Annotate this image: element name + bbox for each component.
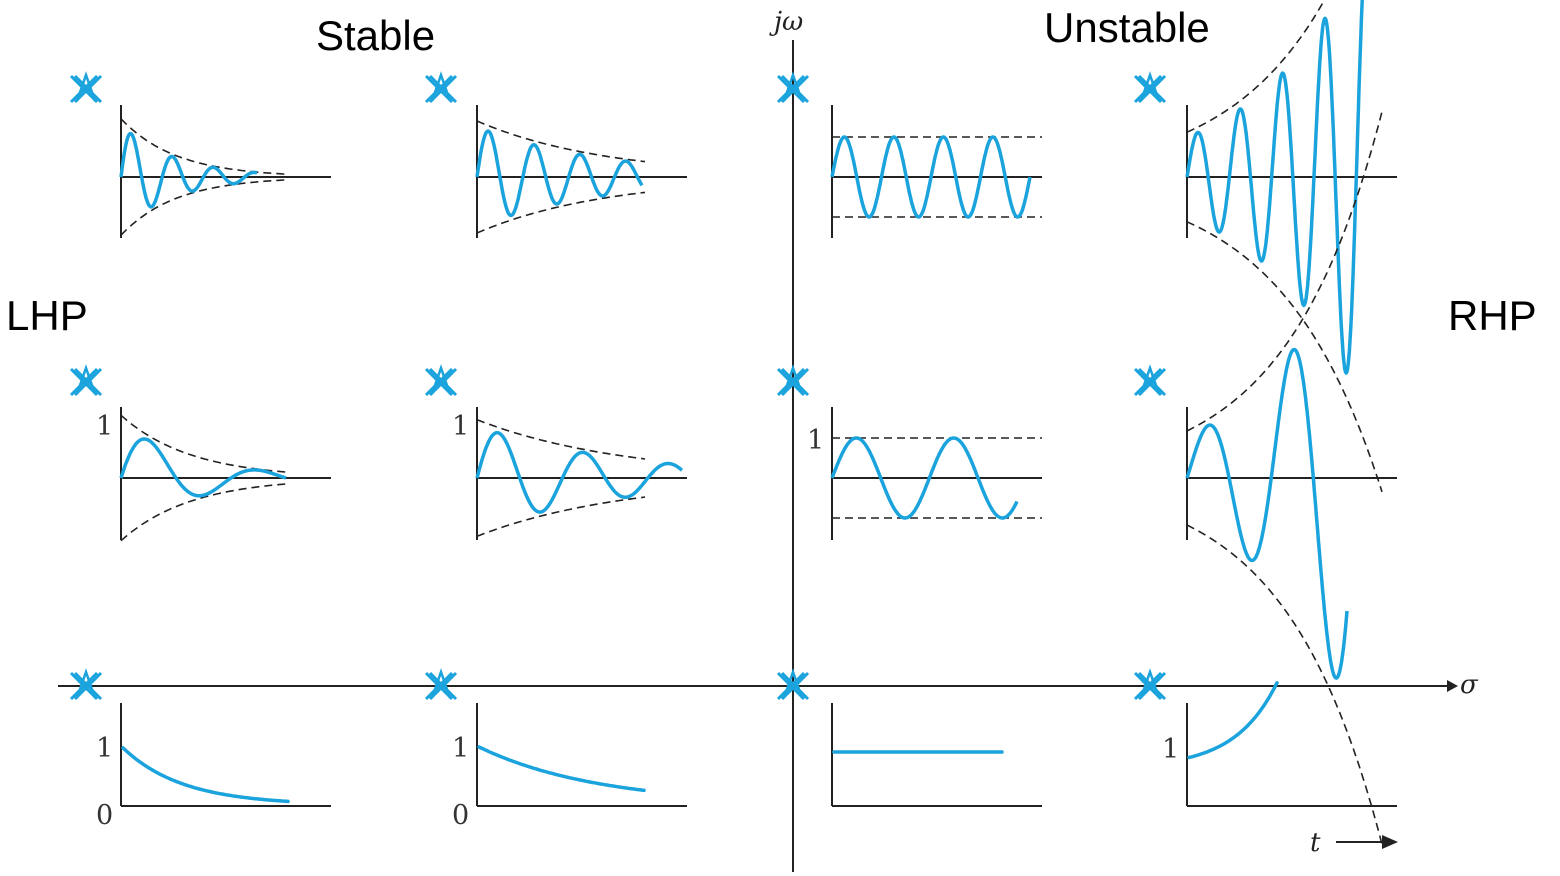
tick-label-1: 1: [1162, 734, 1179, 765]
tick-label-1: 1: [807, 425, 824, 456]
plot-high-frequency-rhp: [1185, 0, 1397, 493]
tick-label-0: 0: [452, 800, 469, 831]
pole-marker-2-0: [69, 668, 103, 701]
cross-x-icon: [1133, 74, 1163, 104]
cross-x-icon: [1133, 671, 1163, 701]
pole-marker-0-1: [424, 71, 458, 104]
response-curve: [830, 135, 1032, 219]
plot-high-frequency-imag-axis: [830, 105, 1042, 238]
lhp-label: LHP: [6, 292, 88, 339]
pole-marker-1-2: [776, 364, 810, 397]
envelope-upper: [120, 414, 290, 474]
complex-plane-axes: jω σ: [58, 7, 1479, 872]
cross-x-icon: [424, 367, 454, 397]
plot-low-frequency-rhp: [1185, 111, 1397, 845]
cross-x-icon: [782, 71, 804, 102]
pole-marker-0-2: [776, 71, 810, 104]
cross-x-icon: [75, 364, 97, 395]
pole-marker-2-2: [776, 668, 810, 701]
response-curve: [121, 746, 290, 804]
cross-x-icon: [69, 74, 99, 104]
response-curve: [1185, 0, 1364, 375]
cross-x-icon: [782, 668, 804, 699]
envelope-upper: [476, 419, 646, 460]
plot-real-axis-lhp-near: 10: [452, 703, 687, 831]
real-axis-arrowhead: [1447, 680, 1458, 692]
tick-label-0: 0: [96, 800, 113, 831]
envelope-upper: [1186, 0, 1326, 133]
envelope-upper: [120, 118, 290, 176]
envelope-lower: [1186, 524, 1383, 845]
cross-x-icon: [430, 71, 452, 102]
imaginary-axis-label: jω: [769, 7, 803, 37]
envelope-lower: [120, 178, 290, 236]
cross-x-icon: [1139, 71, 1161, 102]
real-axis-label: σ: [1460, 670, 1479, 700]
pole-marker-0-0: [69, 71, 103, 104]
pole-marker-2-3: [1133, 668, 1167, 701]
plot-low-frequency-lhp-far: 1: [96, 407, 331, 542]
envelope-lower: [120, 482, 290, 542]
tick-label-1: 1: [452, 733, 469, 764]
plot-high-frequency-lhp-near: [475, 105, 687, 238]
cross-x-icon: [430, 364, 452, 395]
pole-marker-0-3: [1133, 71, 1167, 104]
cross-x-icon: [1139, 364, 1161, 395]
pole-marker-1-0: [69, 364, 103, 397]
pole-marker-1-3: [1133, 364, 1167, 397]
envelope-lower: [476, 496, 646, 537]
cross-x-icon: [1139, 668, 1161, 699]
cross-x-icon: [69, 671, 99, 701]
cross-x-icon: [776, 671, 806, 701]
time-axis-label: t: [1310, 828, 1321, 858]
response-curve: [119, 437, 288, 498]
cross-x-icon: [424, 74, 454, 104]
cross-x-icon: [69, 367, 99, 397]
cross-x-icon: [424, 671, 454, 701]
time-axis-legend: t: [1310, 828, 1398, 858]
plot-real-axis-rhp: 1: [1162, 681, 1397, 807]
plot-real-axis-imag-axis: [831, 703, 1042, 807]
envelope-upper: [476, 120, 646, 163]
response-curve: [475, 430, 684, 514]
response-curve: [119, 131, 259, 209]
response-curve: [475, 129, 644, 218]
pole-marker-1-1: [424, 364, 458, 397]
plot-real-axis-lhp-far: 10: [96, 703, 331, 831]
time-arrow-head: [1382, 835, 1398, 849]
unstable-label: Unstable: [1044, 4, 1210, 51]
cross-x-icon: [75, 668, 97, 699]
response-curve: [1187, 681, 1279, 760]
tick-label-1: 1: [452, 411, 469, 442]
response-curve: [1185, 347, 1349, 680]
plot-low-frequency-lhp-near: 1: [452, 407, 687, 540]
tick-label-1: 1: [96, 733, 113, 764]
tick-label-1: 1: [96, 411, 113, 442]
plot-low-frequency-imag-axis: 1: [807, 407, 1042, 540]
cross-x-icon: [1133, 367, 1163, 397]
cross-x-icon: [782, 364, 804, 395]
pole-markers: [69, 71, 1167, 701]
envelope-lower: [476, 191, 646, 234]
envelope-lower: [1186, 221, 1383, 493]
cross-x-icon: [75, 71, 97, 102]
rhp-label: RHP: [1448, 292, 1537, 339]
envelope-upper: [1186, 111, 1383, 432]
cross-x-icon: [430, 668, 452, 699]
stable-label: Stable: [316, 12, 435, 59]
response-curve: [477, 745, 646, 793]
cross-x-icon: [776, 367, 806, 397]
pole-marker-2-1: [424, 668, 458, 701]
response-curve: [830, 436, 1019, 520]
cross-x-icon: [776, 74, 806, 104]
plot-high-frequency-lhp-far: [119, 105, 331, 238]
